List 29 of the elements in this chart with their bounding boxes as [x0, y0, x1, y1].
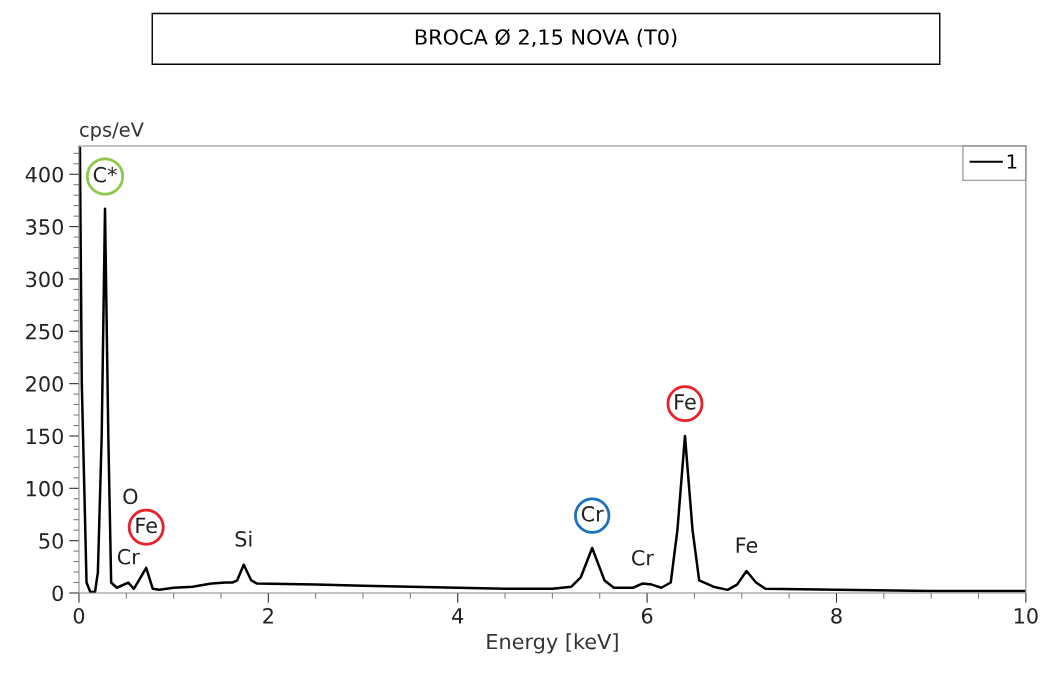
line-series	[78, 146, 1026, 593]
annotation: Cr	[117, 548, 140, 565]
annotation: O	[123, 488, 138, 505]
annotation: Cr	[581, 505, 604, 522]
y-tick-label: 250	[26, 323, 63, 340]
x-tick-label: 10	[1014, 607, 1038, 624]
annotation: Fe	[736, 537, 758, 554]
x-axis-title: Energy [keV]	[487, 633, 618, 654]
annotation: Cr	[631, 549, 654, 566]
chart-title: BROCA Ø 2,15 NOVA (T0)	[415, 28, 677, 48]
y-tick-label: 350	[26, 219, 63, 235]
y-tick-label: 50	[39, 533, 63, 549]
y-axis-title: cps/eV	[80, 122, 144, 141]
y-tick-label: 0	[52, 585, 63, 602]
x-tick-label: 8	[831, 607, 842, 624]
y-tick-label: 150	[26, 428, 63, 445]
y-tick-label: 100	[26, 480, 63, 497]
x-tick-label: 6	[641, 607, 653, 624]
annotation: Fe	[675, 394, 696, 410]
y-tick-label: 300	[26, 271, 63, 288]
annotation: Si	[235, 530, 252, 547]
y-tick-label: 200	[26, 376, 63, 392]
y-tick-label: 400	[25, 166, 63, 183]
annotation: C*	[93, 166, 117, 183]
x-tick-label: 4	[452, 608, 464, 624]
legend-label: 1	[1007, 154, 1017, 169]
x-tick-label: 0	[73, 607, 85, 624]
annotation: Fe	[136, 517, 157, 534]
x-tick-label: 2	[263, 607, 273, 624]
